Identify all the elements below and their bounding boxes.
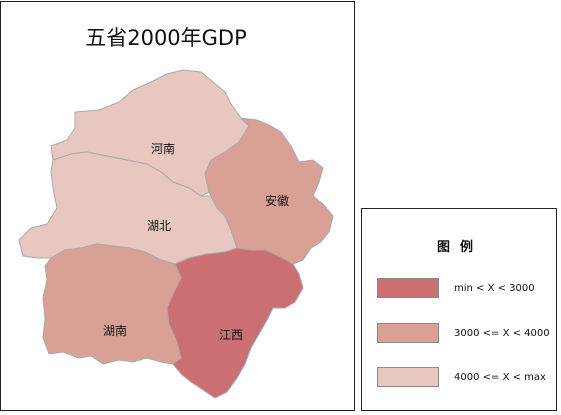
legend-panel: 图例 min < X < 3000 3000 <= X < 4000 4000 … (361, 208, 557, 411)
map-title: 五省2000年GDP (85, 26, 247, 50)
legend-item-mid: 3000 <= X < 4000 (377, 323, 550, 343)
province-anhui[interactable] (204, 117, 334, 265)
province-label-henan: 河南 (151, 141, 175, 156)
legend-label-mid: 3000 <= X < 4000 (454, 327, 550, 339)
legend-item-high: 4000 <= X < max (377, 367, 546, 387)
province-map: 河南 湖北 安徽 湖南 江西 (18, 69, 334, 399)
province-label-anhui: 安徽 (265, 193, 289, 208)
province-hunan[interactable] (42, 243, 182, 365)
map-panel: 五省2000年GDP 河南 湖北 安徽 湖南 江西 (0, 1, 355, 411)
legend-label-low: min < X < 3000 (454, 282, 535, 294)
legend-label-high: 4000 <= X < max (454, 371, 546, 383)
province-label-hunan: 湖南 (103, 323, 127, 338)
legend-swatch-low (377, 278, 439, 298)
legend-item-low: min < X < 3000 (377, 278, 535, 298)
legend-swatch-mid (377, 323, 439, 343)
legend-title: 图例 (436, 240, 483, 255)
province-label-hubei: 湖北 (147, 218, 171, 233)
province-label-jiangxi: 江西 (219, 328, 243, 342)
province-jiangxi[interactable] (166, 247, 304, 399)
legend-swatch-high (377, 367, 439, 387)
